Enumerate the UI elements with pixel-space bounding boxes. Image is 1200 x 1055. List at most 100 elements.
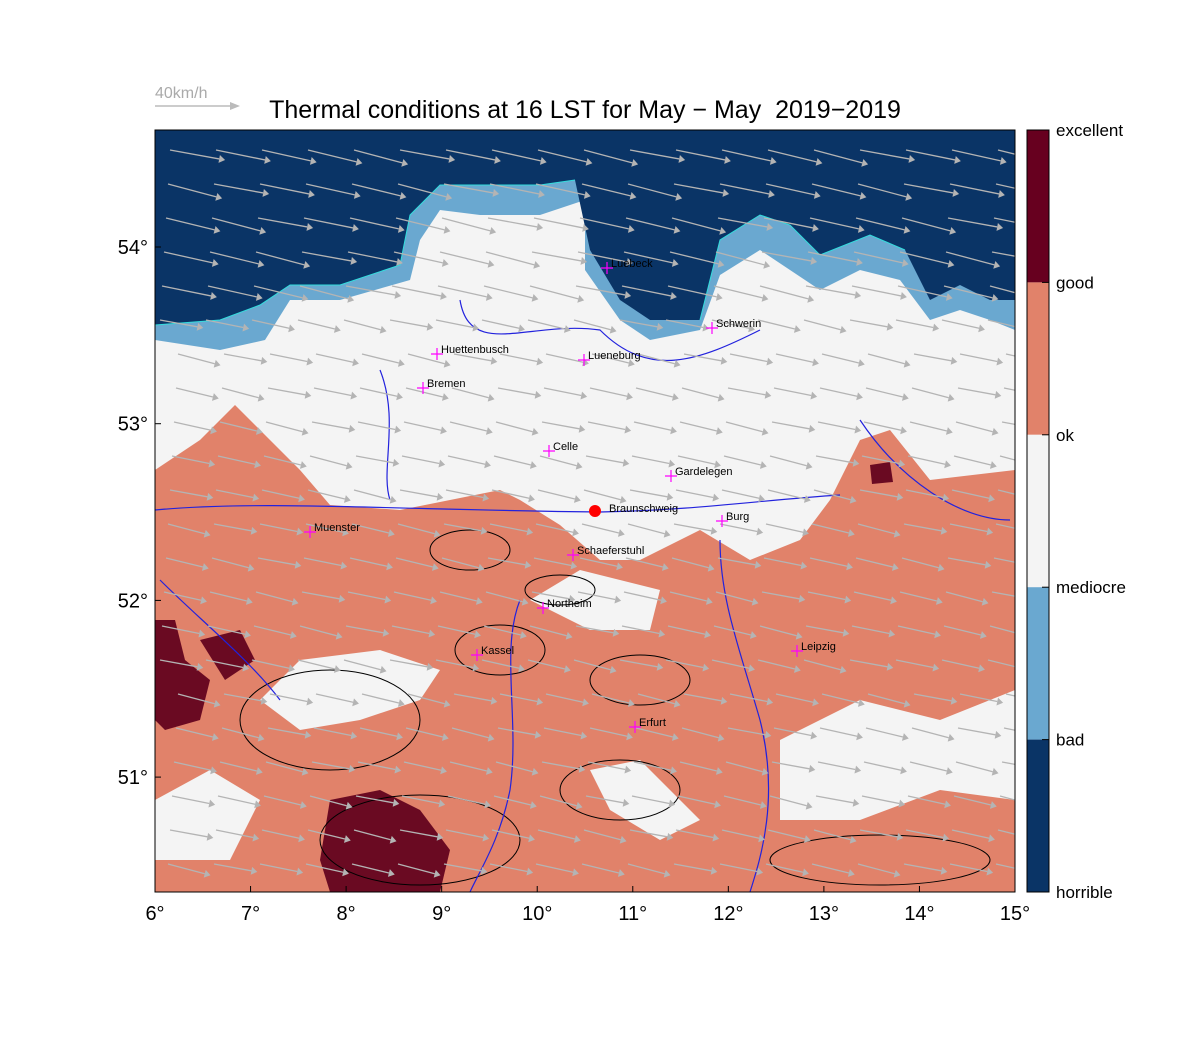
river xyxy=(155,494,841,513)
wind-arrow xyxy=(399,829,438,838)
wind-arrow-head xyxy=(577,294,585,303)
wind-arrow-head xyxy=(440,766,447,775)
wind-arrow xyxy=(357,421,396,431)
wind-arrow xyxy=(997,489,1015,495)
wind-arrow-head xyxy=(849,495,857,504)
wind-arrow-head xyxy=(766,223,774,231)
wind-arrow xyxy=(775,693,814,703)
wind-arrow-head xyxy=(536,357,544,366)
wind-arrow xyxy=(345,285,396,296)
wind-arrow-head xyxy=(428,629,436,638)
wind-arrow xyxy=(721,489,760,499)
wind-arrow-head xyxy=(903,359,911,368)
wind-arrow xyxy=(453,353,492,362)
wind-arrow xyxy=(901,557,939,569)
wind-arrow xyxy=(263,455,302,466)
wind-arrow xyxy=(763,217,814,229)
wind-arrow xyxy=(165,217,215,231)
wind-arrow-head xyxy=(259,226,267,235)
wind-arrow-head xyxy=(986,867,994,876)
wind-arrow-head xyxy=(761,767,769,776)
wind-arrow-head xyxy=(306,357,314,366)
wind-arrow xyxy=(497,727,536,736)
wind-arrow xyxy=(353,489,391,501)
contour xyxy=(769,834,991,886)
wind-arrow-head xyxy=(714,800,721,809)
wind-arrow xyxy=(763,557,802,567)
wind-arrow xyxy=(169,489,208,498)
wind-arrow xyxy=(623,591,662,601)
wind-arrow xyxy=(817,421,856,431)
city-label: Northeim xyxy=(547,598,592,610)
wind-arrow-head xyxy=(306,223,314,231)
wind-arrow-head xyxy=(658,629,666,638)
coast xyxy=(699,214,906,321)
city-marker xyxy=(665,470,677,482)
wind-arrow xyxy=(809,217,859,230)
wind-arrow xyxy=(773,387,812,397)
wind-arrow xyxy=(173,761,212,771)
wind-arrow xyxy=(619,319,658,328)
wind-arrow xyxy=(767,829,806,840)
wind-arrow xyxy=(719,863,758,873)
wind-arrow xyxy=(951,829,990,839)
wind-arrow xyxy=(447,455,486,465)
wind-arrow xyxy=(173,421,212,431)
wind-arrow xyxy=(257,557,296,566)
wind-arrow xyxy=(591,353,630,364)
wind-arrow-head xyxy=(994,390,1002,399)
wind-arrow-head xyxy=(396,258,403,266)
wind-arrow xyxy=(171,455,210,465)
wind-arrow-head xyxy=(196,662,204,671)
colorbar-segment xyxy=(1027,587,1049,740)
wind-arrow xyxy=(673,863,712,872)
wind-arrow-head xyxy=(260,356,268,365)
wind-arrow-head xyxy=(440,426,447,435)
wind-arrow xyxy=(679,761,718,772)
wind-arrow-head xyxy=(859,191,867,200)
wind-arrow-head xyxy=(218,155,226,163)
wind-arrow xyxy=(989,285,1015,294)
wind-arrow xyxy=(167,183,217,198)
wind-arrow-head xyxy=(900,766,907,775)
wind-arrow xyxy=(543,387,582,397)
wind-arrow xyxy=(347,251,398,263)
wind-arrow xyxy=(309,455,347,467)
wind-arrow-head xyxy=(264,156,271,164)
wind-arrow xyxy=(809,557,848,567)
wind-arrow-head xyxy=(519,631,527,639)
wind-arrow-head xyxy=(445,192,453,201)
wind-arrow xyxy=(403,761,442,771)
wind-arrow-head xyxy=(298,494,305,503)
wind-arrow xyxy=(669,591,708,602)
wind-arrow xyxy=(851,625,890,635)
wind-arrow-head xyxy=(627,699,635,707)
wind-arrow xyxy=(215,489,254,499)
wind-arrow-head xyxy=(670,766,677,775)
wind-arrow xyxy=(159,659,198,668)
wind-arrow-head xyxy=(563,325,571,333)
wind-arrow xyxy=(813,829,851,841)
wind-arrow xyxy=(861,455,900,465)
wind-arrow xyxy=(267,387,306,396)
wind-arrow-head xyxy=(893,869,901,878)
wind-arrow-head xyxy=(764,730,772,739)
wind-arrow xyxy=(541,421,580,430)
wind-arrow xyxy=(899,591,938,602)
wind-arrow xyxy=(447,795,486,805)
wind-arrow xyxy=(903,863,942,872)
wind-arrow-head xyxy=(854,425,862,434)
wind-arrow xyxy=(215,149,266,161)
wind-arrow xyxy=(491,489,530,499)
wind-arrow-head xyxy=(988,834,995,843)
wind-arrow-head xyxy=(720,696,728,705)
wind-arrow-head xyxy=(808,424,816,433)
wind-arrow-head xyxy=(898,459,906,468)
x-tick-label: 10° xyxy=(522,903,552,925)
wind-arrow xyxy=(527,319,566,330)
city-marker xyxy=(567,549,579,561)
wind-arrow xyxy=(637,693,675,705)
wind-arrow xyxy=(853,251,903,264)
wind-arrow-head xyxy=(717,393,725,402)
wind-arrow xyxy=(813,149,863,164)
